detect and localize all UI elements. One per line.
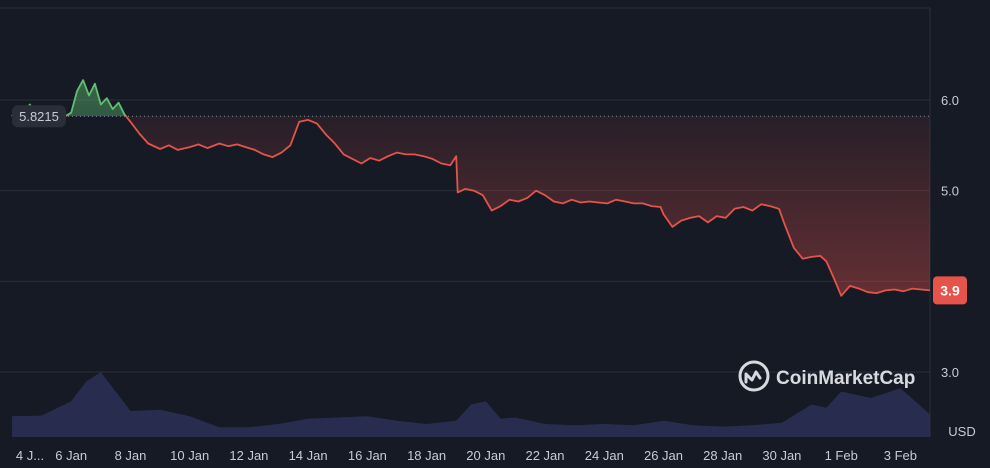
x-tick-label: 30 Jan	[762, 448, 801, 463]
volume-area	[12, 372, 930, 437]
current-price-badge: 3.9	[933, 276, 967, 305]
x-tick-label: 14 Jan	[289, 448, 328, 463]
y-tick-label: 3.0	[941, 365, 959, 380]
x-tick-label: 3 Feb	[884, 448, 917, 463]
x-tick-label: 8 Jan	[115, 448, 147, 463]
volume-bars	[12, 372, 930, 437]
baseline-badge: 5.8215	[12, 105, 66, 128]
x-tick-label: 28 Jan	[703, 448, 742, 463]
x-tick-label: 24 Jan	[585, 448, 624, 463]
coinmarketcap-watermark: CoinMarketCap	[738, 360, 915, 392]
below-baseline-fill	[12, 116, 930, 296]
x-tick-label: 4 J...	[16, 448, 44, 463]
price-line-series	[11, 79, 930, 297]
x-tick-label: 18 Jan	[407, 448, 446, 463]
price-line-down	[11, 116, 930, 297]
price-line-up	[11, 79, 128, 117]
currency-label: USD	[948, 424, 975, 439]
x-tick-label: 22 Jan	[525, 448, 564, 463]
x-tick-label: 12 Jan	[229, 448, 268, 463]
x-tick-label: 16 Jan	[348, 448, 387, 463]
current-price-label: 3.9	[940, 282, 960, 298]
baseline-value-label: 5.8215	[19, 109, 59, 124]
x-tick-label: 1 Feb	[825, 448, 858, 463]
price-fill	[12, 80, 930, 296]
y-tick-label: 6.0	[941, 93, 959, 108]
x-axis-tick-labels: 4 J... 6 Jan 8 Jan 10 Jan 12 Jan 14 Jan 16 Jan…	[16, 448, 917, 463]
watermark-text: CoinMarketCap	[776, 368, 915, 389]
y-tick-label: 5.0	[941, 184, 959, 199]
x-tick-label: 26 Jan	[644, 448, 683, 463]
x-tick-label: 20 Jan	[466, 448, 505, 463]
x-tick-label: 6 Jan	[55, 448, 87, 463]
coinmarketcap-logo-icon	[738, 360, 770, 392]
above-baseline-fill	[12, 80, 126, 117]
y-axis-tick-labels: 6.0 5.0 3.0	[941, 93, 959, 380]
x-tick-label: 10 Jan	[170, 448, 209, 463]
